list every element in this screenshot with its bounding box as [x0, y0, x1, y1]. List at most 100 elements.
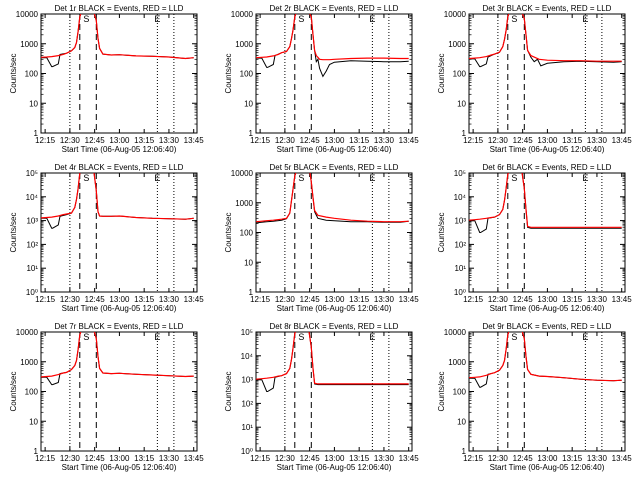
x-tick-label: 13:00: [109, 295, 130, 304]
y-tick-label: 10²: [26, 240, 38, 249]
y-tick-label: 100: [25, 70, 39, 79]
x-tick-label: 13:45: [612, 136, 633, 145]
time-marker-e: E: [582, 332, 588, 342]
plot-frame: [40, 331, 198, 452]
y-tick-label: 10: [457, 99, 466, 108]
y-tick-label: 10: [244, 99, 253, 108]
plot-frame: [255, 331, 413, 452]
data-lines: [469, 14, 622, 68]
y-tick-label: 10000: [231, 169, 254, 178]
y-tick-label: 10000: [444, 328, 467, 337]
y-tick-label: 10³: [454, 217, 466, 226]
y-tick-label: 10⁴: [241, 352, 254, 361]
x-tick-label: 12:45: [513, 295, 534, 304]
panel-title: Det 4r BLACK = Events, RED = LLD: [55, 163, 184, 172]
time-marker-s: S: [511, 14, 517, 24]
x-axis-title: Start Time (06-Aug-05 12:06:40): [277, 145, 392, 154]
panel-title: Det 7r BLACK = Events, RED = LLD: [55, 322, 184, 331]
x-tick-label: 13:15: [562, 136, 583, 145]
time-marker-s: S: [298, 332, 304, 342]
plot-frame: [255, 13, 413, 134]
y-tick-label: 1000: [448, 358, 466, 367]
x-tick-label: 13:00: [324, 454, 345, 463]
time-marker-e: E: [582, 173, 588, 183]
lld-series-line: [41, 14, 194, 60]
y-axis-title: Counts/sec: [437, 371, 446, 411]
y-tick-label: 10⁴: [26, 193, 39, 202]
data-lines: [256, 14, 409, 78]
events-series-line: [469, 173, 622, 233]
panel-title: Det 8r BLACK = Events, RED = LLD: [270, 322, 399, 331]
x-tick-label: 13:30: [587, 295, 608, 304]
x-tick-label: 12:45: [513, 136, 534, 145]
panel-det-7: Det 7r BLACK = Events, RED = LLD 12:15 12:…: [9, 322, 204, 472]
panel-det-6: Det 6r BLACK = Events, RED = LLD 12:15 12:…: [437, 163, 632, 313]
time-marker-s: S: [511, 332, 517, 342]
panel-title: Det 1r BLACK = Events, RED = LLD: [55, 4, 184, 13]
y-tick-label: 10000: [16, 328, 39, 337]
y-tick-label: 100: [453, 388, 467, 397]
panel-title: Det 2r BLACK = Events, RED = LLD: [270, 4, 399, 13]
y-tick-label: 10²: [454, 240, 466, 249]
x-tick-label: 12:15: [250, 295, 271, 304]
y-tick-label: 1: [249, 129, 254, 138]
x-tick-label: 13:30: [374, 454, 395, 463]
lld-series-line: [256, 173, 409, 223]
x-tick-label: 12:30: [60, 136, 81, 145]
events-series-line: [256, 14, 409, 78]
time-marker-e: E: [369, 14, 375, 24]
y-tick-label: 10: [29, 99, 38, 108]
panel-title: Det 3r BLACK = Events, RED = LLD: [483, 4, 612, 13]
x-tick-label: 13:30: [587, 454, 608, 463]
time-marker-e: E: [582, 14, 588, 24]
x-tick-label: 13:15: [134, 454, 155, 463]
y-axis-title: Counts/sec: [224, 212, 233, 252]
lld-series-line: [41, 173, 194, 220]
x-tick-label: 12:45: [300, 136, 321, 145]
data-lines: [256, 332, 409, 392]
y-tick-label: 10¹: [454, 264, 466, 273]
time-marker-s: S: [298, 173, 304, 183]
x-tick-label: 13:00: [324, 295, 345, 304]
x-tick-label: 12:15: [463, 295, 484, 304]
x-tick-label: 13:30: [587, 136, 608, 145]
y-tick-label: 10³: [26, 217, 38, 226]
x-tick-label: 12:45: [513, 454, 534, 463]
time-marker-s: S: [83, 173, 89, 183]
y-tick-label: 10⁵: [454, 169, 466, 178]
panel-det-4: Det 4r BLACK = Events, RED = LLD 12:15 12:…: [9, 163, 204, 313]
x-axis-title: Start Time (06-Aug-05 12:06:40): [62, 463, 177, 472]
plot-frame: [40, 172, 198, 293]
plot-frame: [468, 172, 626, 293]
x-tick-label: 12:30: [488, 136, 509, 145]
panel-det-9: Det 9r BLACK = Events, RED = LLD 12:15 12:…: [437, 322, 632, 472]
y-tick-label: 100: [240, 229, 254, 238]
events-series-line: [256, 332, 409, 392]
x-tick-label: 13:00: [537, 295, 558, 304]
panel-det-8: Det 8r BLACK = Events, RED = LLD 12:15 12:…: [224, 322, 419, 472]
x-tick-label: 12:45: [85, 454, 106, 463]
plot-frame: [468, 13, 626, 134]
x-tick-label: 13:15: [134, 295, 155, 304]
y-tick-label: 10: [244, 258, 253, 267]
x-axis-title: Start Time (06-Aug-05 12:06:40): [490, 145, 605, 154]
time-marker-s: S: [298, 14, 304, 24]
x-tick-label: 12:30: [275, 136, 296, 145]
data-lines: [469, 173, 622, 233]
y-tick-label: 10¹: [241, 423, 253, 432]
y-tick-label: 1: [34, 129, 39, 138]
x-tick-label: 12:45: [300, 295, 321, 304]
panel-det-5: Det 5r BLACK = Events, RED = LLD 12:15 12:…: [224, 163, 419, 313]
x-tick-label: 13:45: [184, 136, 205, 145]
lld-series-line: [469, 173, 622, 228]
y-tick-label: 10⁰: [241, 447, 253, 456]
panel-det-2: Det 2r BLACK = Events, RED = LLD 12:15 12:…: [224, 4, 419, 154]
y-axis-title: Counts/sec: [437, 212, 446, 252]
x-tick-label: 13:45: [399, 454, 420, 463]
plot-frame: [255, 172, 413, 293]
x-tick-label: 13:00: [109, 454, 130, 463]
x-tick-label: 13:15: [134, 136, 155, 145]
y-tick-label: 1: [249, 288, 254, 297]
y-tick-label: 10000: [231, 10, 254, 19]
x-axis-title: Start Time (06-Aug-05 12:06:40): [277, 304, 392, 313]
